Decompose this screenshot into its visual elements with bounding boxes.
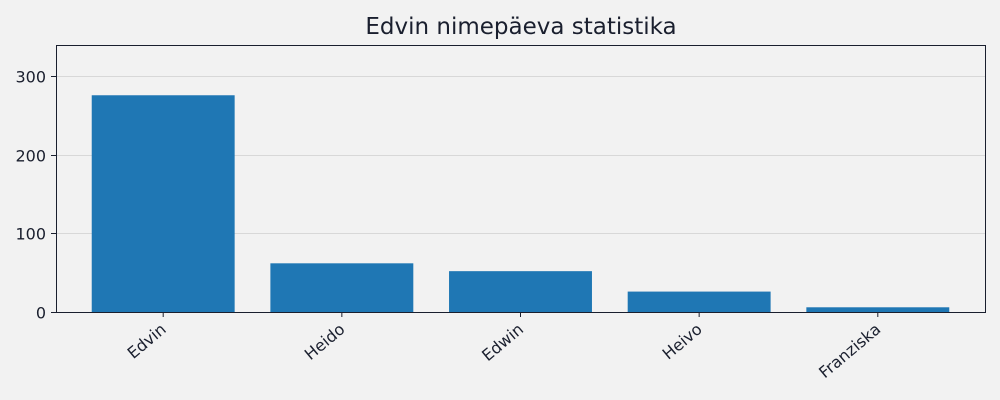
x-tick-label: Heido: [301, 320, 349, 364]
x-tick-label: Edvin: [124, 320, 170, 363]
x-tick-label: Heivo: [659, 320, 706, 364]
chart-title: Edvin nimepäeva statistika: [365, 14, 676, 40]
y-tick-label: 0: [36, 304, 46, 323]
bar: [91, 95, 235, 313]
bar: [806, 307, 950, 312]
bars: [91, 95, 950, 313]
y-tick-label: 100: [15, 225, 46, 244]
x-tick-label: Edwin: [478, 320, 527, 365]
bar: [270, 263, 414, 312]
y-tick-label: 200: [15, 147, 46, 166]
x-tick-label: Franziska: [815, 320, 884, 382]
bar: [449, 271, 592, 312]
x-axis-ticks: Edvin Heido Edwin Heivo Franziska: [124, 312, 884, 382]
y-tick-label: 300: [15, 68, 46, 87]
y-axis-ticks: 0 100 200 300: [15, 68, 56, 323]
bar: [627, 291, 771, 312]
